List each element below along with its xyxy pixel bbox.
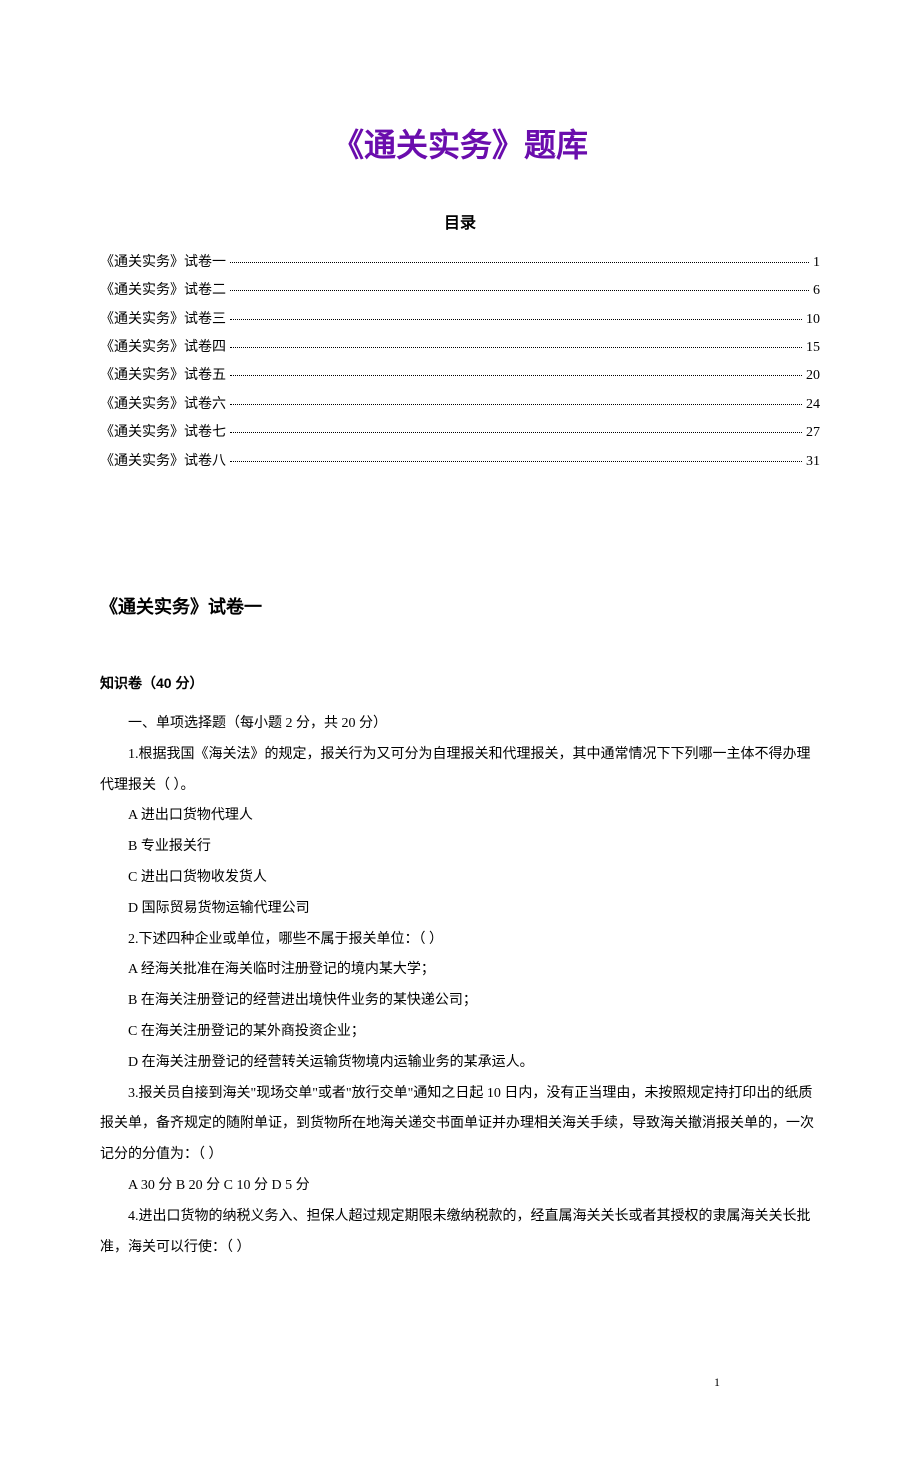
- toc-label: 《通关实务》试卷五: [100, 365, 226, 387]
- part-heading: 一、单项选择题（每小题 2 分，共 20 分）: [100, 709, 820, 740]
- toc-item: 《通关实务》试卷七 27: [100, 422, 820, 444]
- toc-page: 24: [806, 394, 820, 416]
- toc-item: 《通关实务》试卷二 6: [100, 280, 820, 302]
- subsection-title: 知识卷（40 分）: [100, 672, 820, 694]
- toc-dots: [230, 404, 802, 405]
- question-stem: 2.下述四种企业或单位，哪些不属于报关单位：（ ）: [100, 925, 820, 956]
- main-title: 《通关实务》题库: [100, 120, 820, 171]
- toc-dots: [230, 375, 802, 376]
- toc-item: 《通关实务》试卷五 20: [100, 365, 820, 387]
- toc-page: 1: [813, 252, 820, 274]
- toc-dots: [230, 290, 809, 291]
- question-option: C 在海关注册登记的某外商投资企业；: [100, 1017, 820, 1048]
- toc-page: 31: [806, 451, 820, 473]
- section-title: 《通关实务》试卷一: [100, 593, 820, 622]
- question-option: A 进出口货物代理人: [100, 801, 820, 832]
- question-stem: 4.进出口货物的纳税义务入、担保人超过规定期限未缴纳税款的，经直属海关关长或者其…: [100, 1202, 820, 1264]
- toc-label: 《通关实务》试卷三: [100, 309, 226, 331]
- toc-dots: [230, 432, 802, 433]
- toc-item: 《通关实务》试卷三 10: [100, 309, 820, 331]
- question-stem: 3.报关员自接到海关"现场交单"或者"放行交单"通知之日起 10 日内，没有正当…: [100, 1079, 820, 1171]
- question-option: D 在海关注册登记的经营转关运输货物境内运输业务的某承运人。: [100, 1048, 820, 1079]
- toc-label: 《通关实务》试卷八: [100, 451, 226, 473]
- question-option: C 进出口货物收发货人: [100, 863, 820, 894]
- toc-dots: [230, 461, 802, 462]
- toc-label: 《通关实务》试卷七: [100, 422, 226, 444]
- page-number: 1: [714, 1373, 720, 1392]
- toc-item: 《通关实务》试卷一 1: [100, 252, 820, 274]
- toc-item: 《通关实务》试卷六 24: [100, 394, 820, 416]
- toc-label: 《通关实务》试卷一: [100, 252, 226, 274]
- toc-page: 6: [813, 280, 820, 302]
- toc-item: 《通关实务》试卷八 31: [100, 451, 820, 473]
- question-stem: 1.根据我国《海关法》的规定，报关行为又可分为自理报关和代理报关，其中通常情况下…: [100, 740, 820, 802]
- toc-title: 目录: [100, 211, 820, 237]
- toc-page: 10: [806, 309, 820, 331]
- question-option: A 经海关批准在海关临时注册登记的境内某大学；: [100, 955, 820, 986]
- toc-label: 《通关实务》试卷四: [100, 337, 226, 359]
- toc-page: 15: [806, 337, 820, 359]
- table-of-contents: 《通关实务》试卷一 1 《通关实务》试卷二 6 《通关实务》试卷三 10 《通关…: [100, 252, 820, 473]
- toc-page: 20: [806, 365, 820, 387]
- question-option: B 在海关注册登记的经营进出境快件业务的某快递公司；: [100, 986, 820, 1017]
- toc-item: 《通关实务》试卷四 15: [100, 337, 820, 359]
- toc-dots: [230, 319, 802, 320]
- toc-dots: [230, 262, 809, 263]
- toc-label: 《通关实务》试卷二: [100, 280, 226, 302]
- question-option: B 专业报关行: [100, 832, 820, 863]
- toc-label: 《通关实务》试卷六: [100, 394, 226, 416]
- question-option: A 30 分 B 20 分 C 10 分 D 5 分: [100, 1171, 820, 1202]
- toc-page: 27: [806, 422, 820, 444]
- question-option: D 国际贸易货物运输代理公司: [100, 894, 820, 925]
- toc-dots: [230, 347, 802, 348]
- page-container: 《通关实务》题库 目录 《通关实务》试卷一 1 《通关实务》试卷二 6 《通关实…: [100, 120, 820, 1422]
